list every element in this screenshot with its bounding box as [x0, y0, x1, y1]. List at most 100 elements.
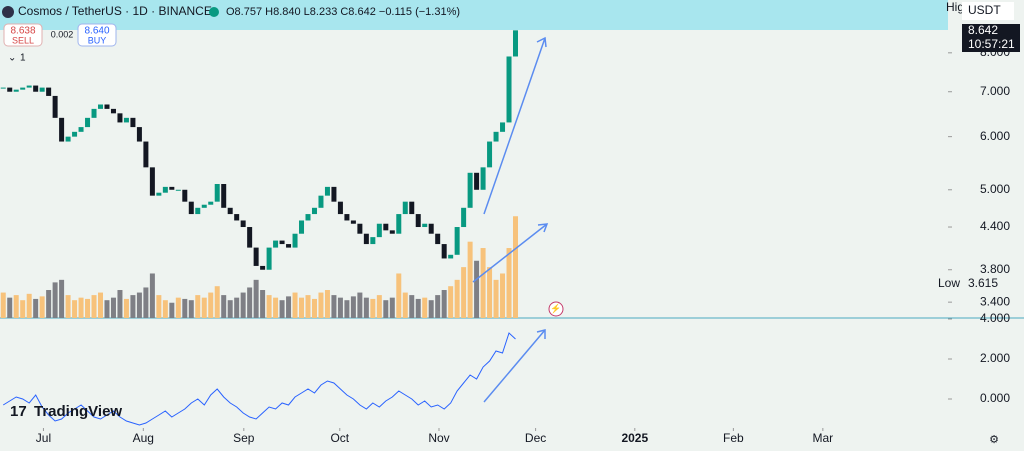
volume-bar	[409, 295, 415, 318]
trend-arrows	[472, 36, 549, 403]
y-tick-label: 6.000	[980, 129, 1010, 143]
candle	[448, 254, 454, 259]
volume-bar	[13, 295, 19, 318]
candle	[39, 87, 45, 92]
candle	[85, 117, 91, 128]
volume-bar	[467, 241, 473, 318]
candle	[65, 136, 71, 142]
volume-bar	[370, 298, 376, 318]
indicator-count[interactable]: 1	[20, 53, 26, 64]
volume-bar	[363, 297, 369, 318]
candle	[305, 214, 311, 221]
candle	[110, 108, 116, 114]
buy-button[interactable]	[77, 23, 117, 47]
volume-bar	[149, 273, 155, 318]
volume-bar	[286, 296, 292, 318]
volume-bar	[324, 290, 330, 318]
candle	[402, 201, 408, 215]
candle	[422, 223, 428, 228]
candle	[396, 214, 402, 234]
candle	[91, 108, 97, 118]
volume-bar	[91, 295, 97, 318]
logo: TradingView	[34, 403, 122, 420]
x-tick-label: Aug	[133, 431, 154, 445]
volume-bar	[344, 300, 350, 318]
y-tick-label: 3.800	[980, 262, 1010, 276]
candle	[98, 104, 104, 109]
y-tick-label: 3.400	[980, 294, 1010, 308]
candle	[72, 131, 78, 137]
volume-bar	[247, 287, 253, 318]
candle	[299, 220, 305, 234]
volume-bar	[221, 295, 227, 318]
candle	[52, 95, 58, 118]
volume-bar	[376, 295, 382, 318]
candle	[253, 247, 259, 266]
candle	[337, 201, 343, 215]
volume-bar	[506, 248, 512, 318]
candle	[279, 240, 285, 245]
candle	[415, 214, 421, 228]
candle	[454, 227, 460, 255]
candle	[195, 207, 201, 215]
candle	[480, 167, 486, 190]
volume-bar	[227, 300, 233, 318]
volume-bar	[428, 300, 434, 318]
candle	[441, 244, 447, 259]
y-tick-label: 0.000	[980, 391, 1010, 405]
candle	[344, 214, 350, 221]
x-tick-label: Nov	[428, 431, 449, 445]
candle	[188, 201, 194, 215]
candle	[512, 30, 518, 57]
candle	[500, 122, 506, 132]
candle	[286, 244, 292, 248]
candle	[331, 186, 337, 202]
candle	[273, 240, 279, 248]
candle	[162, 186, 168, 193]
candle	[104, 104, 110, 109]
volume-bar	[26, 293, 32, 318]
candle	[169, 186, 175, 190]
candle	[234, 214, 240, 221]
volume-bar	[435, 295, 441, 318]
volume-bar	[214, 286, 220, 318]
volume-bar	[454, 279, 460, 318]
price-tag	[962, 24, 1020, 52]
volume-bar	[110, 297, 116, 318]
candle	[370, 237, 376, 245]
volume-bar	[169, 302, 175, 318]
volume-bar	[383, 300, 389, 318]
collapse-caret[interactable]: ⌄	[8, 53, 16, 64]
candle	[33, 85, 39, 92]
x-tick-label: Feb	[723, 431, 744, 445]
candle	[149, 167, 155, 196]
sell-button[interactable]	[3, 23, 43, 47]
volume-bar	[448, 286, 454, 318]
volume-bar	[33, 298, 39, 318]
ohlc: O8.757 H8.840 L8.233 C8.642 −0.115 (−1.3…	[226, 6, 460, 18]
sell-price: 8.638	[10, 26, 35, 37]
event-icon[interactable]	[548, 301, 564, 317]
volume-bar	[337, 297, 343, 318]
volume-bar	[512, 216, 518, 318]
volume-bar	[201, 297, 207, 318]
volume-bar	[98, 292, 104, 318]
candle	[363, 233, 369, 245]
y-tick-label: 2.000	[980, 351, 1010, 365]
volume-bar	[175, 297, 181, 318]
last-price: 8.642	[968, 23, 998, 37]
x-tick-label: Oct	[330, 431, 349, 445]
volume-bar	[260, 290, 266, 318]
x-tick-label: Mar	[813, 431, 834, 445]
settings[interactable]: ⚙	[989, 434, 999, 446]
volume-bar	[39, 296, 45, 318]
volume-bar	[389, 297, 395, 318]
candle	[435, 233, 441, 245]
volume-bar	[46, 290, 52, 318]
buy-label: BUY	[88, 35, 107, 45]
volume-bar	[240, 292, 246, 318]
volume-bar	[422, 297, 428, 318]
volume-bar	[65, 295, 71, 318]
volume-bar	[299, 297, 305, 318]
